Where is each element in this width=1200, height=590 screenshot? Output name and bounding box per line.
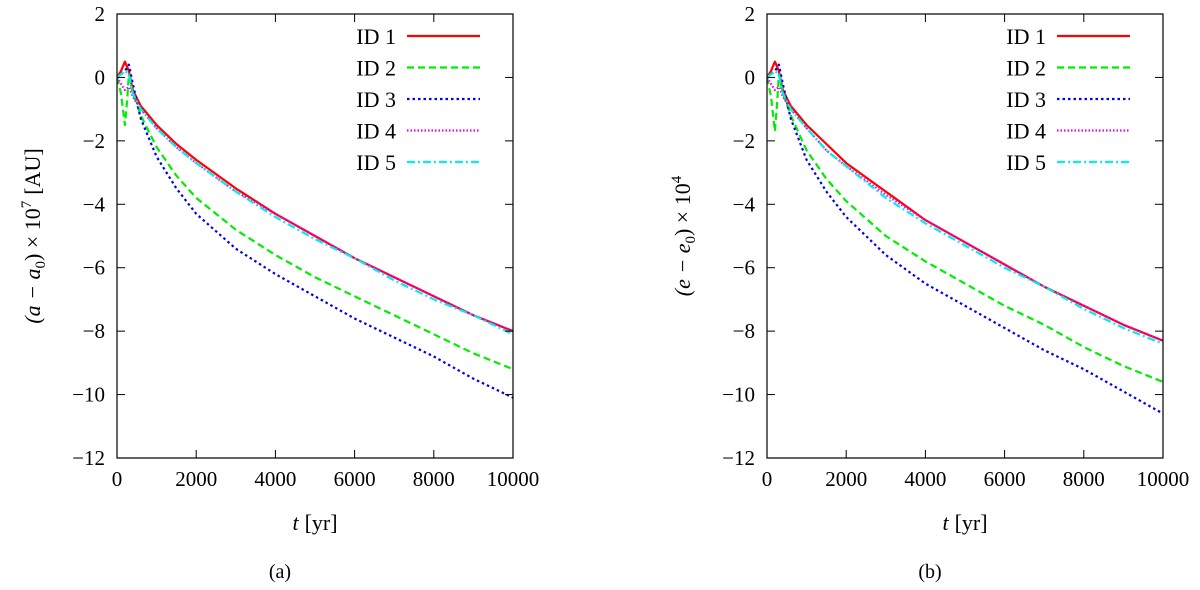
legend-label-id-2: ID 2	[356, 56, 396, 81]
legend: ID 1 ID 2 ID 3 ID 4 ID 5	[356, 24, 480, 175]
y-axis-label: (e − e0) × 104	[669, 175, 699, 296]
panel-caption: (b)	[918, 561, 941, 583]
legend-label-id-2: ID 2	[1006, 56, 1046, 81]
plot-frame	[116, 13, 514, 459]
chart-panel-b: 0 2000 4000 6000 8000 10000 −12 −10 −8 −6 −4 −2 0 2 t[…	[669, 2, 1189, 583]
x-tick-label: 4000	[254, 467, 296, 491]
y-tick-label: −4	[733, 192, 756, 216]
y-tick-label: −4	[83, 192, 106, 216]
chart-panel-a: 0 2000 4000 6000 8000 10000 −12 −10 −8 −6 −4 −2 0 2 t[…	[19, 2, 539, 583]
series-line-id-2	[117, 73, 513, 371]
series-line-id-1	[767, 60, 1163, 342]
series-line-id-3	[767, 63, 1163, 415]
x-tick-label: 10000	[487, 467, 540, 491]
series-group	[767, 60, 1163, 415]
x-tick-label: 0	[112, 467, 123, 491]
y-axis-label: (a − a0) × 107[AU]	[19, 148, 49, 323]
series-line-id-4	[117, 76, 513, 333]
x-tick-label: 0	[762, 467, 773, 491]
plot-frame	[766, 13, 1164, 459]
y-tick-label: −12	[72, 446, 105, 470]
y-tick-label: −2	[733, 129, 755, 153]
x-tick-label: 4000	[904, 467, 946, 491]
x-axis-label: t [yr]	[942, 510, 987, 535]
x-tick-label: 2000	[175, 467, 217, 491]
y-tick-label: −8	[733, 319, 755, 343]
x-tick-label: 2000	[825, 467, 867, 491]
legend: ID 1 ID 2 ID 3 ID 4 ID 5	[1006, 24, 1130, 175]
series-line-id-3	[117, 63, 513, 399]
y-tick-label: 2	[745, 2, 756, 26]
legend-label-id-4: ID 4	[1006, 119, 1046, 144]
x-tick-label: 10000	[1137, 467, 1190, 491]
x-tick-label: 8000	[413, 467, 455, 491]
y-tick-label: −6	[83, 256, 105, 280]
y-tick-label: −12	[722, 446, 755, 470]
x-axis-label: t [yr]	[292, 510, 337, 535]
legend-label-id-3: ID 3	[356, 87, 396, 112]
legend-label-id-1: ID 1	[356, 24, 396, 49]
series-line-id-2	[767, 73, 1163, 383]
panel-caption: (a)	[269, 561, 291, 583]
y-tick-label: 0	[95, 65, 106, 89]
y-tick-label: 0	[745, 65, 756, 89]
y-tick-label: −10	[72, 383, 105, 407]
y-tick-label: −6	[733, 256, 755, 280]
legend-label-id-3: ID 3	[1006, 87, 1046, 112]
series-line-id-5	[767, 69, 1163, 345]
x-tick-label: 6000	[334, 467, 376, 491]
series-group	[117, 60, 513, 399]
series-line-id-4	[767, 76, 1163, 342]
y-tick-label: 2	[95, 2, 106, 26]
legend-label-id-5: ID 5	[356, 150, 396, 175]
y-tick-label: −10	[722, 383, 755, 407]
y-tick-label: −2	[83, 129, 105, 153]
series-line-id-1	[117, 60, 513, 333]
series-line-id-5	[117, 69, 513, 336]
legend-label-id-1: ID 1	[1006, 24, 1046, 49]
legend-label-id-5: ID 5	[1006, 150, 1046, 175]
x-tick-label: 8000	[1063, 467, 1105, 491]
x-tick-label: 6000	[984, 467, 1026, 491]
y-tick-label: −8	[83, 319, 105, 343]
legend-label-id-4: ID 4	[356, 119, 396, 144]
